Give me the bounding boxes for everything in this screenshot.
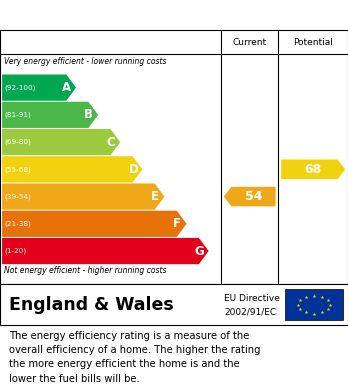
Polygon shape <box>2 238 209 264</box>
Text: The energy efficiency rating is a measure of the
overall efficiency of a home. T: The energy efficiency rating is a measur… <box>9 330 260 384</box>
Polygon shape <box>2 129 120 155</box>
Text: (1-20): (1-20) <box>4 248 26 254</box>
Polygon shape <box>2 102 98 128</box>
Text: D: D <box>128 163 138 176</box>
Text: 68: 68 <box>304 163 322 176</box>
Text: B: B <box>84 108 93 121</box>
Text: (92-100): (92-100) <box>4 84 35 91</box>
Text: (39-54): (39-54) <box>4 193 31 200</box>
Text: E: E <box>150 190 158 203</box>
Text: A: A <box>62 81 71 94</box>
Text: F: F <box>173 217 181 230</box>
Polygon shape <box>2 211 187 237</box>
Text: EU Directive: EU Directive <box>224 294 280 303</box>
Text: Potential: Potential <box>293 38 333 47</box>
Text: Not energy efficient - higher running costs: Not energy efficient - higher running co… <box>4 266 167 275</box>
Text: G: G <box>195 244 205 258</box>
Polygon shape <box>2 183 164 210</box>
Text: C: C <box>106 136 115 149</box>
Text: 54: 54 <box>245 190 262 203</box>
Text: England & Wales: England & Wales <box>9 296 173 314</box>
Text: Current: Current <box>232 38 267 47</box>
Polygon shape <box>281 160 345 179</box>
Text: (69-80): (69-80) <box>4 139 31 145</box>
Polygon shape <box>2 156 142 183</box>
Text: (55-68): (55-68) <box>4 166 31 172</box>
Text: Energy Efficiency Rating: Energy Efficiency Rating <box>9 7 219 23</box>
Text: 2002/91/EC: 2002/91/EC <box>224 308 277 317</box>
Bar <box>285 289 343 320</box>
Text: (21-38): (21-38) <box>4 221 31 227</box>
Polygon shape <box>2 75 76 101</box>
Text: Very energy efficient - lower running costs: Very energy efficient - lower running co… <box>4 57 167 66</box>
Polygon shape <box>224 187 276 206</box>
Text: (81-91): (81-91) <box>4 111 31 118</box>
